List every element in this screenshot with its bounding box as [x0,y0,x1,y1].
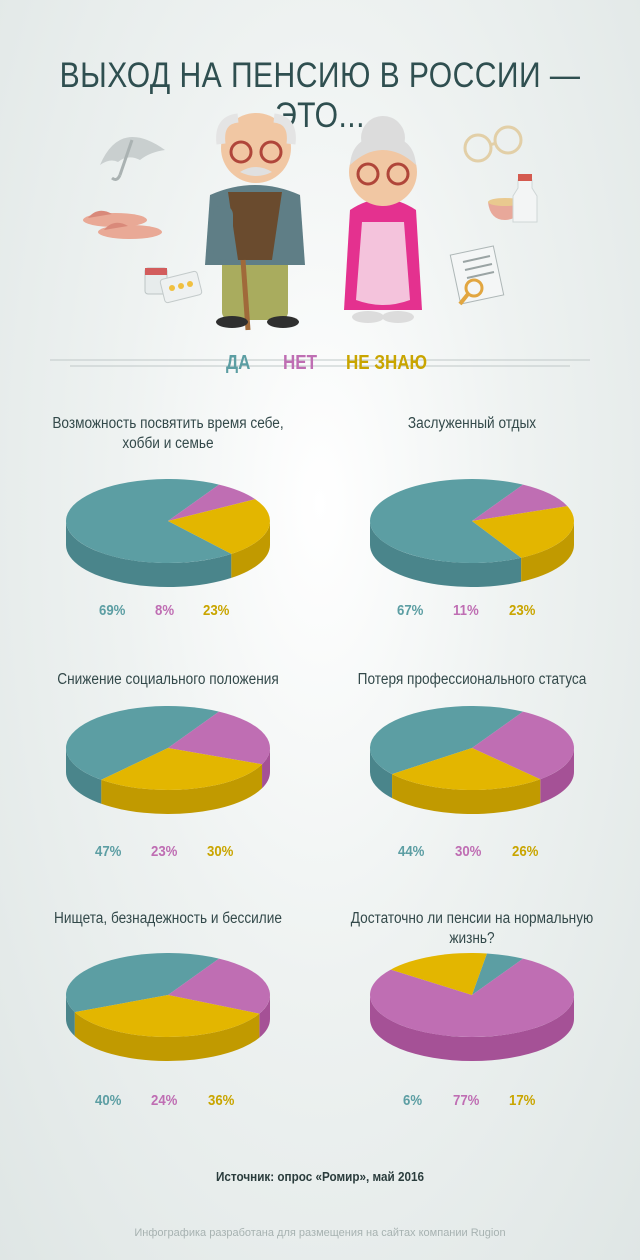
chart-title: Заслуженный отдых [407,415,537,432]
value-label-no: 77% [453,1092,480,1109]
pie-slice-no [168,484,256,521]
page-title: ВЫХОД НА ПЕНСИЮ В РОССИИ — ЭТО... [59,56,581,135]
pie-slice-yes [65,953,219,1013]
legend-dont-know: НЕ ЗНАЮ [346,352,428,374]
legend-no: НЕТ [283,352,317,374]
pensioners-illustration [83,113,538,331]
pills-icon [144,267,203,304]
pie-slice-dont-know [392,748,541,790]
pie-slice-no [370,958,574,1037]
chart-title: Возможность посвятить время себе, хобби … [52,415,284,452]
grandmother-illustration [344,116,422,323]
pie-side-dont-know [392,774,541,814]
umbrella-icon [100,137,165,181]
pie-chart-1: Возможность посвятить время себе, хобби … [18,414,318,624]
value-label-no: 11% [453,602,479,619]
milk-bottle-icon [512,174,538,223]
pie-slice-yes [370,706,523,775]
value-label-yes: 6% [403,1092,423,1109]
value-label-dont-know: 23% [509,602,536,619]
pie-side-yes [66,521,232,587]
pie-slice-yes [472,953,523,995]
pie-side-dont-know [521,521,574,582]
grandfather-illustration [205,113,305,331]
newspaper-icon [449,245,505,306]
pie-graphic [370,706,574,814]
value-label-yes: 44% [398,843,425,860]
pie-slice-dont-know [168,499,270,554]
legend-yes: ДА [226,352,251,374]
pie-slice-no [472,711,574,780]
pie-chart-2: Заслуженный отдых 67% 11% 23% [322,414,622,624]
value-label-dont-know: 17% [509,1092,536,1109]
pie-chart-4: Потеря профессионального статуса 44% 30%… [322,670,622,870]
pie-side-no [370,995,574,1061]
pie-slice-no [168,711,270,765]
value-label-dont-know: 26% [512,843,539,860]
source-note: Источник: опрос «Ромир», май 2016 [215,1169,425,1184]
pie-slice-dont-know [101,748,263,790]
value-label-no: 30% [455,843,482,860]
value-label-yes: 47% [95,843,122,860]
pie-slice-no [168,958,270,1014]
pie-graphic [66,479,270,587]
pie-slice-yes [66,479,232,563]
pie-graphic [369,479,574,587]
pie-graphic [370,953,574,1061]
pie-side-yes [66,748,102,804]
value-label-dont-know: 36% [208,1092,235,1109]
chart-title: Достаточно ли пенсии на нормальную жизнь… [350,910,594,947]
legend-divider [50,359,590,367]
value-label-no: 23% [151,843,178,860]
pie-chart-5: Нищета, безнадежность и бессилие 40% 24%… [18,909,318,1119]
chart-title: Потеря профессионального статуса [357,671,587,688]
value-label-yes: 67% [397,602,424,619]
credit-note: Инфографика разработана для размещения н… [134,1227,506,1239]
pie-chart-3: Снижение социального положения 47% 23% 3… [18,670,318,870]
pie-slice-yes [65,706,219,780]
pie-slice-dont-know [472,506,574,558]
pie-slice-no [472,484,568,521]
pie-graphic [65,953,270,1061]
value-label-yes: 69% [99,602,126,619]
chart-title: Снижение социального положения [57,671,279,688]
pie-graphic [65,706,270,814]
pie-side-dont-know [101,764,263,814]
value-label-dont-know: 30% [207,843,234,860]
pie-side-yes [66,995,75,1037]
pie-side-yes [370,521,522,587]
glasses-icon [463,125,523,163]
pie-slice-dont-know [74,995,260,1037]
value-label-no: 24% [151,1092,178,1109]
pie-side-dont-know [74,1012,260,1061]
pie-slice-dont-know [390,953,487,995]
value-label-dont-know: 23% [203,602,230,619]
pie-side-no [259,995,270,1038]
pie-slice-yes [369,479,523,563]
pie-side-dont-know [231,521,270,578]
value-label-no: 8% [155,602,175,619]
pie-chart-6: Достаточно ли пенсии на нормальную жизнь… [322,909,622,1119]
pie-side-yes [370,748,393,799]
pie-side-no [540,748,574,804]
pie-side-no [262,748,270,789]
chart-title: Нищета, безнадежность и бессилие [54,910,282,927]
slippers-icon [83,210,162,239]
value-label-yes: 40% [95,1092,122,1109]
